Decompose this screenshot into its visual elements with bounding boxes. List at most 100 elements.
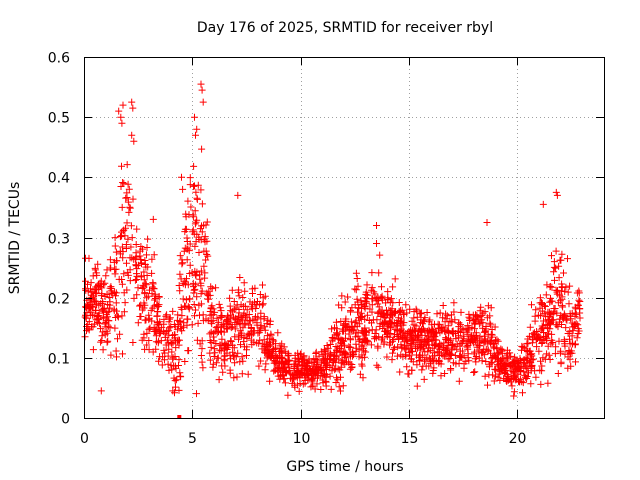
data-point xyxy=(227,324,235,332)
data-point xyxy=(539,200,547,208)
data-point xyxy=(191,207,199,215)
data-point xyxy=(192,188,200,196)
data-point xyxy=(207,328,215,336)
data-point xyxy=(213,329,221,337)
data-point xyxy=(444,322,452,330)
data-point xyxy=(178,312,186,320)
data-point xyxy=(409,347,416,355)
data-point xyxy=(509,368,517,376)
y-tick-label: 0.3 xyxy=(48,232,70,248)
data-point xyxy=(376,322,384,330)
data-point xyxy=(217,307,225,315)
data-point xyxy=(533,330,541,338)
data-point xyxy=(566,310,574,318)
data-point xyxy=(239,294,247,301)
data-point xyxy=(513,360,521,367)
data-point xyxy=(562,283,570,291)
data-point xyxy=(329,359,337,366)
data-point xyxy=(526,323,534,331)
data-point xyxy=(296,380,304,387)
data-point xyxy=(165,331,173,339)
data-point xyxy=(560,313,568,321)
data-point xyxy=(374,363,382,371)
data-point xyxy=(573,334,581,342)
data-point xyxy=(575,296,583,304)
data-point xyxy=(264,352,272,360)
data-point xyxy=(354,282,362,290)
data-point xyxy=(555,274,563,282)
data-point xyxy=(132,241,140,248)
data-point xyxy=(448,318,456,326)
data-point xyxy=(308,375,316,383)
data-point xyxy=(168,340,176,348)
data-point xyxy=(487,321,495,329)
data-point xyxy=(374,344,382,352)
data-point xyxy=(214,354,222,362)
data-point xyxy=(207,283,215,291)
data-point xyxy=(127,222,135,230)
data-point xyxy=(181,277,189,285)
data-point xyxy=(418,366,426,374)
data-point xyxy=(332,365,340,373)
data-point xyxy=(428,337,436,345)
data-point xyxy=(313,362,321,370)
data-point xyxy=(98,306,106,314)
data-point xyxy=(219,368,227,376)
data-point xyxy=(508,360,516,368)
data-point xyxy=(152,326,160,334)
data-point xyxy=(97,338,105,346)
data-point xyxy=(84,321,92,328)
data-point xyxy=(171,389,178,397)
data-point xyxy=(234,288,242,296)
data-point xyxy=(167,361,175,369)
data-point xyxy=(118,228,125,236)
data-point xyxy=(197,279,205,287)
data-point xyxy=(476,307,484,315)
data-point xyxy=(497,345,505,353)
data-point xyxy=(262,360,270,368)
data-point xyxy=(169,354,177,362)
data-point xyxy=(281,358,289,366)
data-point xyxy=(211,308,219,316)
data-point xyxy=(140,334,148,342)
data-point xyxy=(481,372,489,380)
data-point xyxy=(415,353,423,361)
data-point xyxy=(203,289,211,297)
data-point xyxy=(400,310,408,318)
data-point xyxy=(417,319,424,327)
data-point xyxy=(94,282,102,289)
data-point xyxy=(133,291,141,299)
data-point xyxy=(82,314,90,322)
data-point xyxy=(433,329,441,337)
data-point xyxy=(206,308,214,315)
data-point xyxy=(128,98,136,106)
data-point xyxy=(378,336,386,344)
data-point xyxy=(572,358,579,366)
data-point xyxy=(231,359,239,367)
data-point xyxy=(312,350,320,357)
data-point xyxy=(165,366,173,374)
data-point xyxy=(552,247,560,255)
data-point xyxy=(391,308,399,316)
data-point xyxy=(191,285,199,293)
data-point xyxy=(309,370,317,378)
data-point xyxy=(260,315,268,323)
data-point xyxy=(398,306,406,314)
data-point xyxy=(124,271,132,279)
data-point xyxy=(496,365,504,373)
data-point xyxy=(314,372,322,379)
data-point xyxy=(221,362,229,370)
data-point xyxy=(455,359,463,367)
data-point xyxy=(538,322,546,330)
data-point xyxy=(546,283,554,291)
data-point xyxy=(249,300,256,308)
data-point xyxy=(245,311,253,318)
data-point xyxy=(267,330,275,338)
data-point xyxy=(378,306,386,314)
data-point xyxy=(455,377,463,385)
data-point xyxy=(198,358,206,366)
data-point xyxy=(361,324,369,332)
data-point xyxy=(294,369,301,377)
data-point xyxy=(124,235,132,243)
